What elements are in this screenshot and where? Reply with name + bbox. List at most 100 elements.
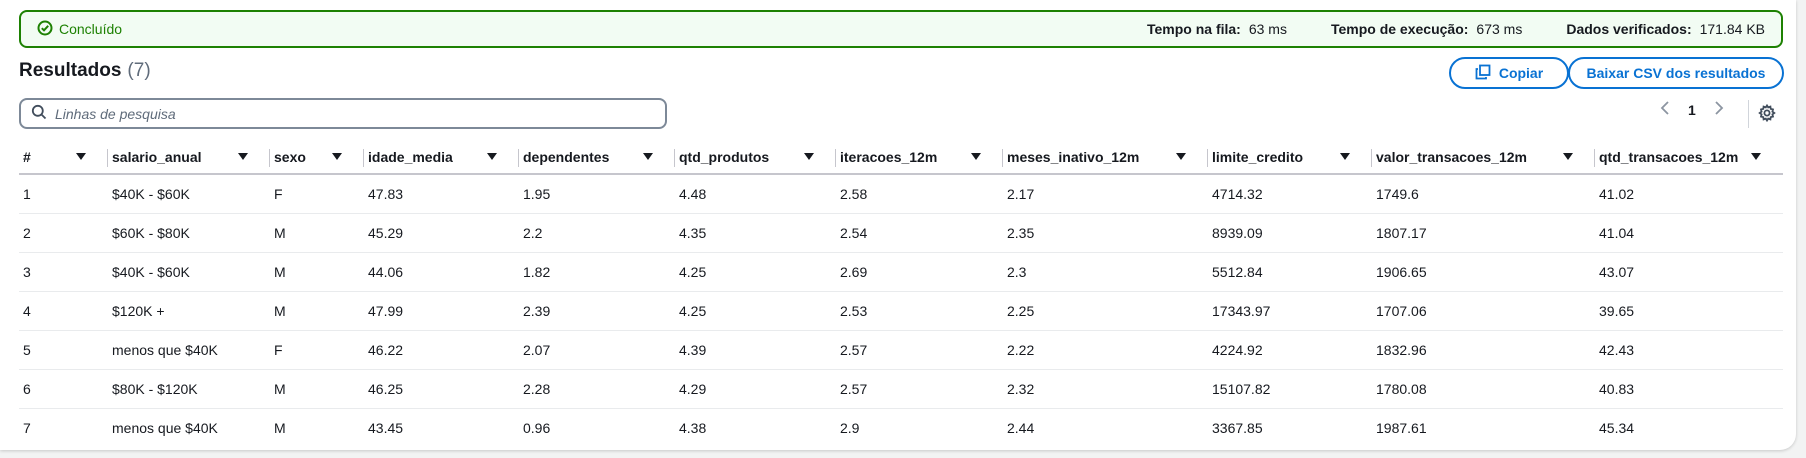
chevron-left-icon[interactable] — [1660, 100, 1670, 119]
table-cell: $60K - $80K — [108, 213, 270, 253]
column-header-label: qtd_produtos — [679, 148, 770, 165]
table-cell: 1987.61 — [1376, 419, 1427, 436]
table-cell: 2.2 — [519, 213, 675, 253]
table-cell: 39.65 — [1595, 291, 1783, 331]
table-cell: 4.48 — [675, 174, 836, 214]
table-cell: 4.29 — [675, 369, 836, 409]
sort-caret-icon[interactable] — [1751, 153, 1761, 160]
table-row: 6 $80K - $120K M 46.25 2.28 4.29 2.57 2.… — [19, 369, 1783, 409]
results-header: Resultados (7) — [19, 60, 151, 82]
gear-icon[interactable] — [1758, 103, 1776, 125]
column-header-label: salario_anual — [112, 148, 202, 165]
table-cell: $80K - $120K — [108, 369, 270, 409]
download-csv-button[interactable]: Baixar CSV dos resultados — [1568, 57, 1784, 89]
column-header[interactable]: meses_inativo_12m — [1003, 140, 1208, 175]
column-header[interactable]: dependentes — [519, 140, 675, 175]
table-cell: F — [270, 330, 364, 370]
sort-caret-icon[interactable] — [1563, 153, 1573, 160]
column-header[interactable]: limite_credito — [1208, 140, 1372, 175]
column-header[interactable]: valor_transacoes_12m — [1372, 140, 1595, 175]
table-cell: 40.83 — [1595, 369, 1783, 409]
column-header[interactable]: salario_anual — [108, 140, 270, 175]
sort-caret-icon[interactable] — [1340, 153, 1350, 160]
table-row: 4 $120K + M 47.99 2.39 4.25 2.53 2.25 17… — [19, 291, 1783, 331]
status-indicator: Concluído — [37, 20, 122, 39]
table-cell: 46.22 — [364, 330, 519, 370]
table-cell: 4224.92 — [1208, 330, 1372, 370]
table-cell: M — [270, 213, 364, 253]
table-cell: 2.35 — [1003, 213, 1208, 253]
table-cell: 43.07 — [1595, 252, 1783, 292]
table-row: 1 $40K - $60K F 47.83 1.95 4.48 2.58 2.1… — [19, 174, 1783, 214]
table-cell: 2.25 — [1003, 291, 1208, 331]
sort-caret-icon[interactable] — [487, 153, 497, 160]
table-cell: M — [270, 252, 364, 292]
column-header-label: dependentes — [523, 148, 610, 165]
table-cell: 1.95 — [519, 174, 675, 214]
results-title: Resultados — [19, 60, 122, 81]
column-header-label: limite_credito — [1212, 148, 1304, 165]
table-cell: $40K - $60K — [108, 174, 270, 214]
table-cell: 1832.96 — [1372, 330, 1595, 370]
table-cell: 1707.06 — [1372, 291, 1595, 331]
table-cell: 0.96 — [523, 419, 551, 436]
table-cell: 1906.65 — [1372, 252, 1595, 292]
results-table: # salario_anual sexo idade_media depende… — [19, 140, 1783, 447]
sort-caret-icon[interactable] — [332, 153, 342, 160]
metric-data-scanned: Dados verificados: 171.84 KB — [1566, 21, 1765, 37]
download-csv-label: Baixar CSV dos resultados — [1586, 65, 1766, 81]
status-bar: Concluído Tempo na fila: 63 ms Tempo de … — [19, 10, 1783, 48]
column-header[interactable]: sexo — [270, 140, 364, 175]
table-cell: 1807.17 — [1372, 213, 1595, 253]
table-cell: 42.43 — [1595, 330, 1783, 370]
table-cell: M — [270, 291, 364, 331]
column-header-label: iteracoes_12m — [840, 148, 938, 165]
column-header[interactable]: qtd_transacoes_12m — [1595, 140, 1783, 175]
column-header[interactable]: iteracoes_12m — [836, 140, 1003, 175]
table-cell: 2.54 — [836, 213, 1003, 253]
table-cell: 2.39 — [519, 291, 675, 331]
table-cell: $40K - $60K — [108, 252, 270, 292]
table-cell: M — [270, 369, 364, 409]
table-cell: menos que $40K — [108, 330, 270, 370]
column-header[interactable]: # — [19, 140, 108, 175]
table-cell: 4 — [19, 291, 108, 331]
table-cell: 4.25 — [675, 252, 836, 292]
metric-value: 63 ms — [1248, 21, 1287, 37]
table-cell: F — [270, 174, 364, 214]
table-cell: 46.25 — [364, 369, 519, 409]
table-cell: 4.35 — [675, 213, 836, 253]
column-header[interactable]: qtd_produtos — [675, 140, 836, 175]
check-circle-icon — [37, 20, 53, 39]
sort-caret-icon[interactable] — [238, 153, 248, 160]
sort-caret-icon[interactable] — [76, 153, 86, 160]
table-cell: 47.99 — [364, 291, 519, 331]
column-header[interactable]: idade_media — [364, 140, 519, 175]
sort-caret-icon[interactable] — [804, 153, 814, 160]
table-cell: 1780.08 — [1372, 369, 1595, 409]
search-input[interactable] — [55, 105, 655, 122]
chevron-right-icon[interactable] — [1714, 100, 1724, 119]
table-cell: 4.38 — [679, 419, 707, 436]
table-header-row: # salario_anual sexo idade_media depende… — [19, 140, 1783, 175]
table-cell: 2.69 — [836, 252, 1003, 292]
sort-caret-icon[interactable] — [971, 153, 981, 160]
copy-button-label: Copiar — [1498, 65, 1544, 81]
column-header-label: sexo — [274, 148, 306, 165]
table-cell: 17343.97 — [1208, 291, 1372, 331]
sort-caret-icon[interactable] — [643, 153, 653, 160]
page-number[interactable]: 1 — [1688, 101, 1696, 118]
table-cell: 7 — [23, 419, 31, 436]
search-icon — [31, 104, 47, 123]
column-header-label: meses_inativo_12m — [1007, 148, 1140, 165]
pagination: 1 — [1660, 100, 1724, 119]
table-cell: 4.25 — [675, 291, 836, 331]
sort-caret-icon[interactable] — [1176, 153, 1186, 160]
table-cell: 15107.82 — [1208, 369, 1372, 409]
table-cell: menos que $40K — [112, 419, 218, 436]
execution-metrics: Tempo na fila: 63 ms Tempo de execução: … — [1147, 21, 1765, 37]
query-results-panel: Concluído Tempo na fila: 63 ms Tempo de … — [0, 0, 1796, 450]
copy-icon — [1475, 64, 1491, 83]
metric-value: 673 ms — [1476, 21, 1523, 37]
copy-button[interactable]: Copiar — [1449, 57, 1569, 89]
